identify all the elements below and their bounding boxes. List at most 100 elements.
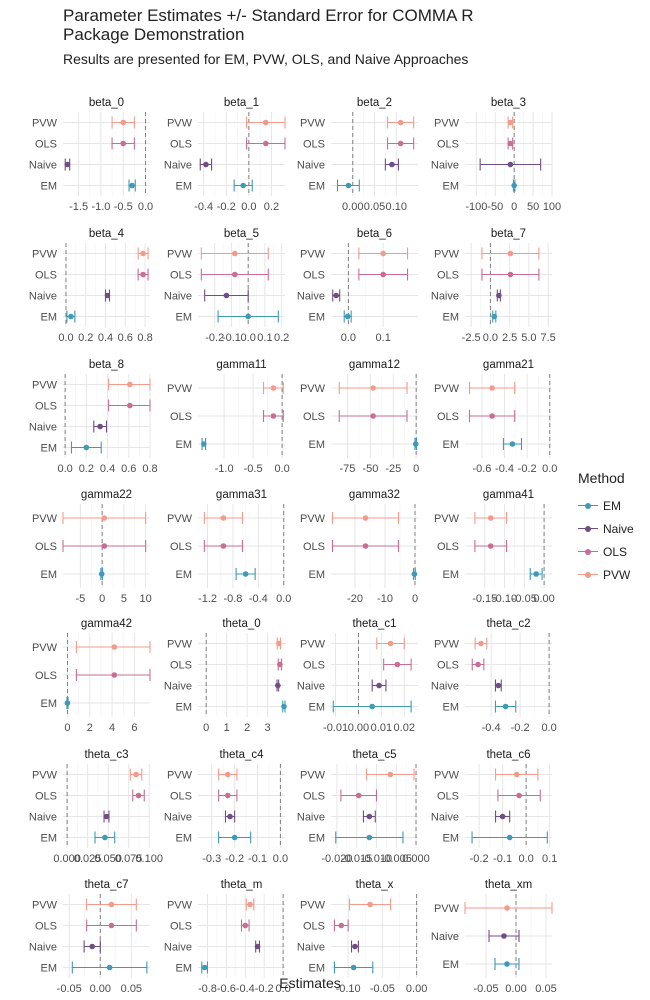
point-ols-beta-7 — [507, 271, 514, 278]
x-tick-label-beta-8: 0.4 — [100, 463, 115, 475]
x-tick-label-theta-0: 1 — [224, 722, 230, 734]
y-tick-label-gamma11: PVW — [167, 383, 193, 395]
point-pvw-theta-c1 — [387, 640, 394, 647]
point-pvw-gamma31 — [220, 515, 227, 521]
y-tick-label-beta-0: PVW — [32, 118, 58, 130]
point-em-theta-c4 — [231, 834, 238, 841]
facet-title-gamma41: gamma41 — [483, 489, 534, 501]
y-tick-label-gamma31: PVW — [167, 513, 193, 525]
x-tick-label-beta-0: -1.5 — [69, 201, 88, 213]
point-ols-gamma21 — [489, 413, 495, 419]
point-pvw-theta-c2 — [478, 640, 484, 647]
point-em-beta-4 — [68, 313, 74, 320]
x-tick-label-theta-c3: 0.075 — [115, 853, 143, 865]
y-tick-label-theta-c6: OLS — [437, 791, 459, 803]
x-tick-label-theta-c1: 0.00 — [348, 722, 369, 734]
y-tick-label-theta-0: PVW — [167, 639, 193, 651]
x-tick-label-gamma41: -0.10 — [492, 593, 517, 605]
x-tick-label-theta-xm: 0.00 — [505, 983, 526, 995]
facet-title-theta-c5: theta_c5 — [352, 749, 396, 761]
y-tick-label-beta-5: Naive — [164, 291, 192, 303]
x-tick-label-beta-0: 0.0 — [138, 201, 153, 213]
panel-beta-1 — [198, 112, 285, 196]
x-tick-label-beta-5: -0.2 — [205, 332, 224, 344]
x-tick-label-theta-c7: -0.05 — [57, 983, 82, 995]
x-tick-label-beta-3: 50 — [527, 201, 539, 213]
y-tick-label-gamma42: PVW — [32, 642, 58, 654]
facet-title-beta-6: beta_6 — [357, 228, 392, 240]
y-tick-label-gamma11: EM — [176, 439, 193, 451]
x-tick-label-beta-8: 0.2 — [79, 463, 94, 475]
y-tick-label-beta-2: OLS — [303, 139, 325, 151]
y-tick-label-beta-4: OLS — [35, 270, 57, 282]
x-tick-label-theta-c1: 0.01 — [371, 722, 392, 734]
point-naive-theta-c1 — [376, 682, 382, 689]
y-tick-label-beta-1: PVW — [167, 118, 193, 130]
point-naive-theta-0 — [275, 682, 281, 689]
x-tick-label-beta-6: 0.0 — [341, 332, 356, 344]
facet-title-theta-xm: theta_xm — [485, 879, 532, 891]
y-tick-label-theta-c2: EM — [443, 702, 460, 714]
x-tick-label-gamma21: -0.6 — [472, 463, 491, 475]
chart-subtitle: Results are presented for EM, PVW, OLS, … — [63, 51, 469, 67]
point-ols-theta-c1 — [394, 661, 401, 668]
y-tick-label-beta-1: EM — [176, 181, 193, 193]
point-pvw-theta-xm — [504, 905, 510, 911]
facet-title-beta-1: beta_1 — [224, 97, 259, 109]
facet-title-beta-5: beta_5 — [224, 228, 259, 240]
y-tick-label-beta-6: Naive — [297, 291, 325, 303]
x-tick-label-beta-4: 0.0 — [58, 332, 73, 344]
point-em-theta-c6 — [506, 834, 513, 841]
x-tick-label-theta-c3: 0.050 — [94, 853, 122, 865]
x-tick-label-theta-xm: -0.05 — [473, 983, 498, 995]
point-naive-beta-6 — [333, 292, 340, 299]
y-tick-label-gamma32: OLS — [303, 541, 325, 553]
y-tick-label-theta-c7: PVW — [32, 900, 58, 912]
y-tick-label-gamma12: PVW — [300, 383, 326, 395]
x-tick-label-theta-c2: -0.2 — [511, 722, 530, 734]
x-tick-label-gamma22: 5 — [121, 593, 127, 605]
panel-beta-7 — [465, 243, 552, 327]
facet-title-theta-x: theta_x — [356, 879, 394, 891]
y-tick-label-gamma21: PVW — [434, 383, 460, 395]
y-tick-label-beta-3: EM — [443, 181, 460, 193]
point-naive-theta-m — [254, 943, 261, 950]
x-tick-label-gamma31: -0.4 — [249, 593, 268, 605]
point-em-gamma31 — [242, 571, 249, 577]
point-pvw-gamma42 — [111, 644, 118, 650]
point-naive-theta-c6 — [499, 813, 506, 820]
x-tick-label-beta-1: -0.2 — [217, 201, 236, 213]
y-tick-label-theta-c3: PVW — [32, 770, 58, 782]
y-tick-label-theta-m: PVW — [167, 900, 193, 912]
point-pvw-gamma41 — [487, 515, 494, 521]
y-tick-label-gamma31: OLS — [170, 541, 192, 553]
legend-item-naive: Naive — [578, 517, 634, 540]
point-pvw-gamma12 — [370, 385, 376, 391]
x-tick-label-theta-c5: -0.015 — [341, 853, 372, 865]
x-tick-label-beta-5: 0.2 — [274, 332, 289, 344]
point-ols-theta-c6 — [516, 792, 522, 799]
x-tick-label-beta-1: -0.4 — [194, 201, 213, 213]
y-tick-label-gamma12: EM — [309, 439, 326, 451]
x-tick-label-theta-0: 0 — [203, 722, 209, 734]
x-tick-label-beta-2: 0.10 — [386, 201, 407, 213]
x-tick-label-beta-2: 0.00 — [342, 201, 363, 213]
y-tick-label-beta-0: Naive — [29, 160, 57, 172]
y-tick-label-theta-c2: OLS — [437, 660, 459, 672]
y-tick-label-theta-c4: OLS — [170, 791, 192, 803]
legend-key-pvw — [578, 565, 598, 585]
point-ols-theta-c2 — [475, 661, 481, 668]
x-tick-label-theta-c1: 0.02 — [394, 722, 415, 734]
y-tick-label-gamma32: EM — [309, 569, 326, 581]
x-tick-label-gamma42: 6 — [131, 722, 137, 734]
point-pvw-beta-8 — [127, 381, 133, 388]
facet-title-beta-3: beta_3 — [491, 97, 526, 109]
y-tick-label-beta-2: Naive — [297, 160, 325, 172]
y-tick-label-beta-7: PVW — [434, 249, 460, 261]
point-em-gamma12 — [412, 441, 419, 447]
y-tick-label-beta-6: EM — [309, 312, 326, 324]
x-tick-label-theta-c1: -0.01 — [323, 722, 348, 734]
point-pvw-beta-5 — [232, 250, 238, 257]
point-pvw-theta-c5 — [387, 771, 394, 778]
legend-key-ols — [578, 542, 598, 562]
